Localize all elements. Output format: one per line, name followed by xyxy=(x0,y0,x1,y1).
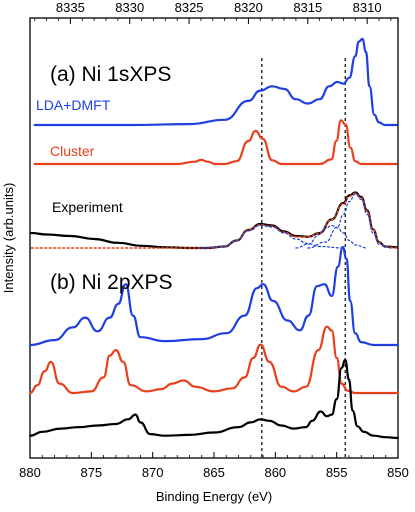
series-line-lda-dmft-2p xyxy=(28,245,400,347)
panel-label-b: (b) Ni 2pXPS xyxy=(50,271,173,294)
bottom-tick-label: 855 xyxy=(326,465,348,480)
top-axis-ticks: 8335 8330 8325 8320 8315 8310 xyxy=(34,0,392,24)
panel-label-a: (a) Ni 1sXPS xyxy=(50,63,171,86)
series-line-fit-component-1 xyxy=(200,224,344,249)
spectra xyxy=(28,37,400,440)
y-axis-label: Intensity (arb.units) xyxy=(1,183,16,294)
top-tick-label: 8315 xyxy=(293,0,322,15)
x-axis-label: Binding Energy (eV) xyxy=(156,489,272,504)
top-tick-label: 8320 xyxy=(234,0,263,15)
series-line-cluster-2p xyxy=(28,325,400,395)
series-label-cluster: Cluster xyxy=(50,143,95,159)
top-tick-label: 8325 xyxy=(175,0,204,15)
bottom-tick-label: 865 xyxy=(203,465,225,480)
top-tick-label: 8330 xyxy=(115,0,144,15)
bottom-axis-ticks: 880 875 870 865 860 855 850 xyxy=(19,452,409,480)
top-tick-label: 8335 xyxy=(56,0,85,15)
bottom-tick-label: 850 xyxy=(387,465,409,480)
bottom-tick-label: 875 xyxy=(80,465,102,480)
series-line-cluster xyxy=(33,119,398,166)
top-tick-label: 8310 xyxy=(353,0,382,15)
series-label-experiment: Experiment xyxy=(52,199,123,215)
series-label-lda-dmft: LDA+DMFT xyxy=(36,97,111,113)
series-line-experiment-2p xyxy=(28,358,400,440)
series-line-lda-dmft xyxy=(33,37,398,127)
bottom-tick-label: 880 xyxy=(19,465,41,480)
reference-lines xyxy=(261,58,346,458)
bottom-tick-label: 870 xyxy=(142,465,164,480)
series-line-fit-component-3 xyxy=(307,193,392,249)
bottom-tick-label: 860 xyxy=(264,465,286,480)
series-line-fit-component-2 xyxy=(295,224,368,249)
